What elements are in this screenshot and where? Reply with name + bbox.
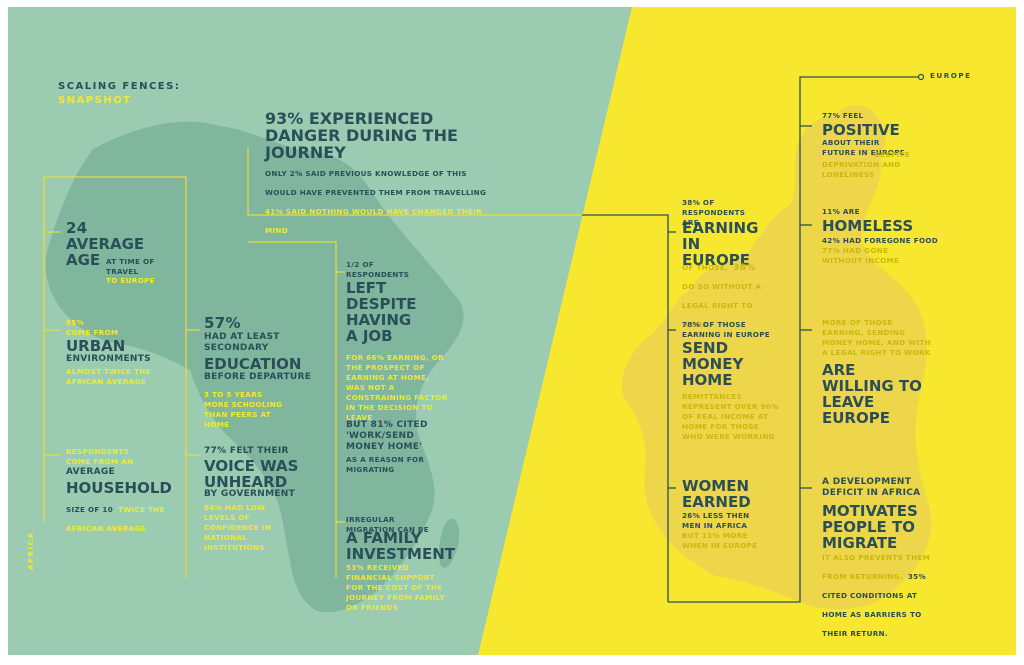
africa-connector-lines	[43, 148, 582, 578]
africa-map	[45, 121, 464, 613]
education-pre: HAD AT LEAST SECONDARY	[204, 332, 280, 353]
europe-label: EUROPE	[930, 71, 972, 80]
voice-text: BY GOVERNMENT	[204, 489, 296, 499]
household-text: SIZE OF 10	[66, 505, 113, 514]
deficit-headline: MOTIVATES PEOPLE TO MIGRATE	[822, 502, 918, 552]
danger-text: ONLY 2% SAID PREVIOUS KNOWLEDGE OF THIS …	[265, 169, 487, 197]
earning-headline: EARNING IN EUROPE	[682, 219, 759, 269]
urban-highlight: ALMOST TWICE THE AFRICAN AVERAGE	[66, 367, 151, 386]
deficit-highlight: IT ALSO PREVENTS THEM FROM RETURNING.	[822, 553, 931, 581]
household-highlight: TWICE THE AFRICAN AVERAGE	[66, 505, 165, 533]
earning-highlight-a: OF THOSE,	[682, 263, 729, 272]
investment-headline: A FAMILY INVESTMENT	[346, 529, 455, 563]
investment-highlight: 53% RECEIVED FINANCIAL SUPPORT FOR THE C…	[346, 563, 445, 612]
age-headline: AVERAGE AGE	[66, 235, 145, 269]
deficit-pre: A DEVELOPMENT DEFICIT IN AFRICA	[822, 477, 921, 498]
household-intro: RESPONDENTS COME FROM AN	[66, 447, 134, 466]
urban-text: ENVIRONMENTS	[66, 354, 151, 364]
job-headline: LEFT DESPITE HAVING A JOB	[346, 279, 417, 345]
send-highlight: REMITTANCES REPRESENT OVER 90% OF REAL I…	[682, 392, 779, 441]
urban-pre: COME FROM	[66, 328, 119, 337]
danger-highlight: 41% SAID NOTHING WOULD HAVE CHANGED THEI…	[265, 207, 483, 235]
homeless-text: 42% HAD FOREGONE FOOD	[822, 236, 939, 245]
education-highlight: 3 TO 5 YEARS MORE SCHOOLING THAN PEERS A…	[204, 390, 283, 429]
positive-pre: 77% FEEL	[822, 111, 864, 120]
earning-highlight-b: DO SO WITHOUT A LEGAL RIGHT TO WORK	[682, 282, 762, 329]
household-pre: AVERAGE	[66, 467, 115, 477]
deficit-text: 35% CITED CONDITIONS AT HOME AS BARRIERS…	[822, 572, 926, 638]
europe-connector-lines	[582, 73, 925, 603]
job-pre: 1/2 OF RESPONDENTS	[346, 260, 410, 279]
positive-highlight: DESPITE DEPRIVATION AND LONELINESS	[822, 150, 910, 179]
positive-text: ABOUT THEIR FUTURE IN EUROPE	[822, 138, 905, 157]
age-text: AT TIME OF TRAVEL	[106, 257, 155, 276]
positive-headline: POSITIVE	[822, 121, 900, 139]
deficit-block: IT ALSO PREVENTS THEM FROM RETURNING. 35…	[822, 545, 942, 640]
send-headline: SEND MONEY HOME	[682, 339, 744, 389]
job-text-big: BUT 81% CITED 'WORK/SEND MONEY HOME'	[346, 420, 428, 452]
africa-label: AFRICA	[26, 531, 35, 570]
job-text: AS A REASON FOR MIGRATING	[346, 455, 425, 474]
earning-block: OF THOSE, 38% DO SO WITHOUT A LEGAL RIGH…	[682, 255, 772, 331]
voice-highlight: 84% HAD LOW LEVELS OF CONFIDENCE IN NATI…	[204, 503, 272, 552]
urban-value: 85%	[66, 318, 85, 327]
household-block: SIZE OF 10 TWICE THE AFRICAN AVERAGE	[66, 497, 176, 535]
urban-headline: URBAN	[66, 337, 126, 355]
infographic-subtitle: SNAPSHOT	[58, 95, 132, 106]
women-headline: WOMEN EARNED	[682, 477, 751, 511]
earning-pre: 38% OF RESPONDENTS ARE	[682, 198, 746, 227]
send-pre: 78% OF THOSE EARNING IN EUROPE	[682, 320, 770, 339]
infographic-title: SCALING FENCES:	[58, 81, 181, 92]
homeless-highlight: 77% HAD GONE WITHOUT INCOME	[822, 246, 900, 265]
homeless-headline: HOMELESS	[822, 217, 914, 235]
age-highlight: TO EUROPE	[106, 276, 155, 285]
age-value: 24	[66, 219, 88, 237]
investment-pre: IRREGULAR MIGRATION CAN BE	[346, 515, 430, 534]
voice-headline: VOICE WAS UNHEARD	[204, 457, 299, 491]
women-text: 26% LESS THEN MEN IN AFRICA	[682, 511, 750, 530]
job-highlight: FOR 66% EARNING, OR THE PROSPECT OF EARN…	[346, 353, 448, 422]
scandinavia-shape	[839, 105, 886, 155]
europe-map	[621, 115, 932, 610]
women-highlight: BUT 11% MORE WHEN IN EUROPE	[682, 531, 758, 550]
willing-headline: ARE WILLING TO LEAVE EUROPE	[822, 361, 922, 427]
madagascar-shape	[438, 518, 460, 568]
earning-highlight-num: 38%	[733, 263, 756, 273]
education-value: 57%	[204, 314, 241, 332]
education-text: BEFORE DEPARTURE	[204, 372, 312, 382]
homeless-pre: 11% ARE	[822, 207, 860, 216]
household-headline: HOUSEHOLD	[66, 479, 172, 497]
danger-headline: 93% EXPERIENCED DANGER DURING THE JOURNE…	[265, 109, 458, 162]
voice-pre: 77% FELT THEIR	[204, 446, 289, 456]
education-headline: EDUCATION	[204, 355, 302, 373]
danger-block: ONLY 2% SAID PREVIOUS KNOWLEDGE OF THIS …	[265, 161, 487, 237]
willing-highlight: MORE OF THOSE EARNING, SENDING MONEY HOM…	[822, 318, 931, 357]
